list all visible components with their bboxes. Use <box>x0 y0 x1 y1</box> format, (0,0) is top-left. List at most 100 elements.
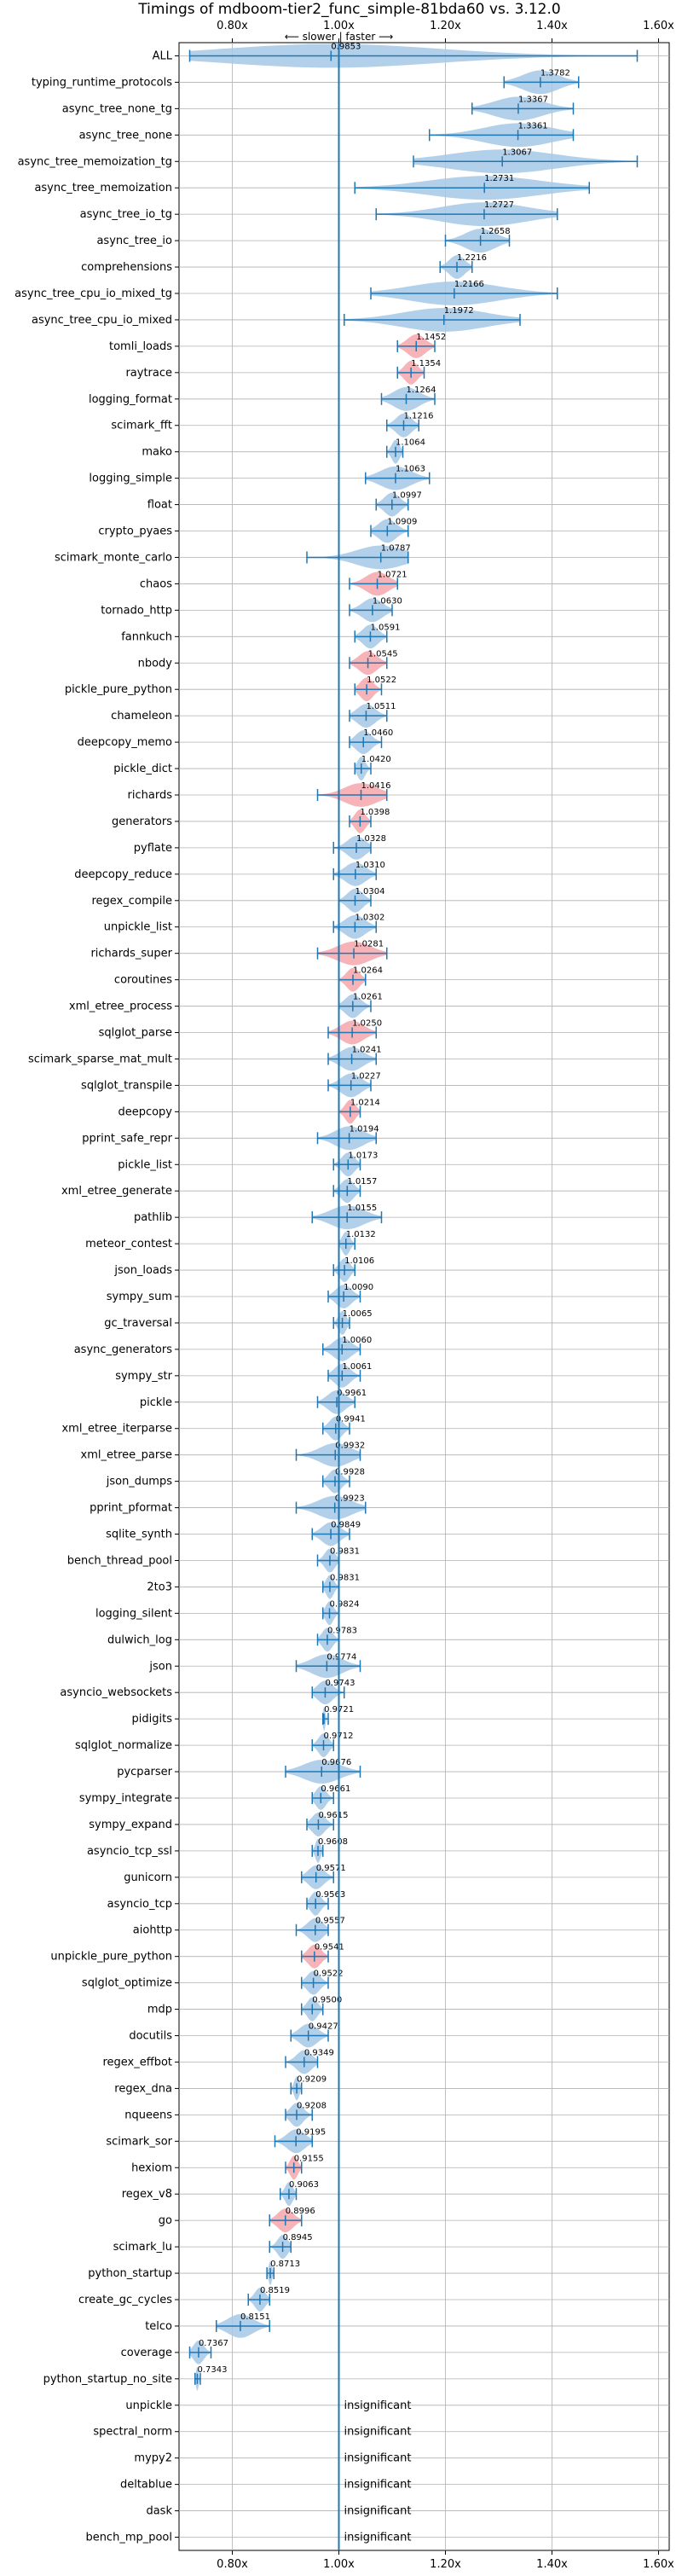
benchmark-label: scimark_lu <box>113 2241 172 2254</box>
benchmark-label: logging_format <box>89 393 172 406</box>
mean-value-label: 0.9928 <box>335 1468 365 1477</box>
benchmark-label: sympy_sum <box>107 1291 172 1303</box>
mean-value-label: 0.9427 <box>309 2022 338 2032</box>
mean-value-label: 1.0250 <box>352 1019 382 1029</box>
benchmark-label: meteor_contest <box>85 1238 172 1250</box>
mean-value-label: 1.0310 <box>355 861 385 870</box>
benchmark-label: logging_silent <box>95 1607 172 1620</box>
mean-value-label: 1.3782 <box>540 68 570 78</box>
benchmark-label: aiohttp <box>133 1924 172 1937</box>
benchmark-label: hexiom <box>131 2161 172 2174</box>
mean-value-label: 0.8151 <box>240 2312 270 2322</box>
benchmark-label: unpickle_list <box>104 921 172 934</box>
mean-value-label: 0.9155 <box>294 2154 324 2163</box>
mean-value-label: 0.9195 <box>296 2127 326 2137</box>
mean-value-label: 0.9563 <box>315 1890 345 1900</box>
x-tick-label-bottom: 1.60x <box>643 2558 674 2571</box>
benchmark-label: tomli_loads <box>109 340 172 353</box>
mean-value-label: 1.0157 <box>347 1177 377 1186</box>
benchmark-label: scimark_monte_carlo <box>55 551 172 564</box>
x-tick-label-top: 1.60x <box>643 20 674 32</box>
mean-value-label: 1.0591 <box>370 623 400 632</box>
benchmark-label: mypy2 <box>134 2452 172 2465</box>
benchmark-label: json_loads <box>113 1264 172 1277</box>
x-tick-label-bottom: 1.00x <box>323 2558 355 2571</box>
mean-value-label: 0.9853 <box>331 42 361 51</box>
benchmark-label: async_tree_cpu_io_mixed_tg <box>14 287 172 300</box>
insignificant-label: insignificant <box>344 2426 412 2439</box>
benchmark-label: bench_thread_pool <box>67 1554 172 1567</box>
benchmark-label: async_tree_io_tg <box>80 208 172 221</box>
benchmark-label: docutils <box>129 2030 172 2043</box>
mean-value-label: 1.2166 <box>454 280 484 289</box>
benchmark-label: tornado_http <box>101 604 172 617</box>
benchmark-label: asyncio_tcp <box>107 1898 172 1911</box>
benchmark-label: pathlib <box>134 1211 172 1224</box>
benchmark-label: coverage <box>121 2347 172 2359</box>
benchmark-label: async_tree_cpu_io_mixed <box>32 314 172 327</box>
mean-value-label: 1.1452 <box>416 333 446 342</box>
mean-value-label: 0.9571 <box>316 1864 346 1873</box>
mean-value-label: 0.9961 <box>337 1389 367 1398</box>
benchmark-label: pycparser <box>117 1766 172 1778</box>
mean-value-label: 0.9941 <box>336 1415 366 1424</box>
benchmark-label: json <box>148 1660 172 1673</box>
plot-area: ALL typing_runtime_protocols async_tree_no… <box>14 20 674 2571</box>
benchmark-label: scimark_fft <box>111 420 172 432</box>
mean-value-label: 0.9743 <box>325 1679 355 1688</box>
mean-value-label: 0.9500 <box>312 1996 342 2005</box>
benchmark-label: scimark_sor <box>106 2135 172 2148</box>
mean-value-label: 1.3361 <box>518 121 548 131</box>
benchmark-label: ALL <box>153 49 173 62</box>
mean-value-label: 1.0065 <box>343 1309 373 1319</box>
benchmark-label: regex_effbot <box>102 2056 172 2068</box>
mean-value-label: 0.9541 <box>315 1943 344 1952</box>
benchmark-label: nqueens <box>124 2109 172 2121</box>
mean-value-label: 1.0909 <box>387 518 417 527</box>
mean-value-label: 1.0416 <box>361 781 391 791</box>
benchmark-label: regex_dna <box>114 2082 172 2095</box>
benchmark-label: coroutines <box>114 974 172 987</box>
benchmark-label: async_tree_memoization_tg <box>18 155 172 168</box>
mean-value-label: 1.0090 <box>344 1283 373 1292</box>
benchmark-label: asyncio_websockets <box>60 1686 172 1699</box>
x-tick-label-bottom: 1.40x <box>536 2558 568 2571</box>
mean-value-label: 0.9831 <box>330 1546 360 1556</box>
benchmark-label: comprehensions <box>81 261 172 274</box>
benchmark-label: logging_simple <box>89 473 172 485</box>
mean-value-label: 1.3367 <box>518 95 548 104</box>
mean-value-label: 0.9932 <box>335 1442 365 1451</box>
benchmark-label: regex_v8 <box>122 2188 172 2201</box>
mean-value-label: 1.0420 <box>361 755 391 764</box>
benchmark-label: spectral_norm <box>93 2426 172 2439</box>
mean-value-label: 1.0106 <box>344 1256 374 1266</box>
mean-value-label: 0.9608 <box>318 1837 348 1847</box>
benchmark-label: gunicorn <box>124 1871 172 1884</box>
benchmark-label: xml_etree_generate <box>61 1185 172 1198</box>
chart-title: Timings of mdboom-tier2_func_simple-81bd… <box>137 1 560 18</box>
benchmark-label: async_generators <box>74 1343 173 1356</box>
benchmark-label: pickle <box>140 1396 172 1409</box>
benchmark-label: float <box>147 499 172 512</box>
mean-value-label: 1.0241 <box>352 1045 382 1054</box>
mean-value-label: 1.0460 <box>363 728 393 738</box>
mean-value-label: 0.7367 <box>199 2339 228 2348</box>
x-tick-label-bottom: 1.20x <box>430 2558 461 2571</box>
mean-value-label: 0.9063 <box>289 2180 319 2190</box>
mean-value-label: 1.1064 <box>396 438 425 448</box>
benchmark-label: chaos <box>140 577 172 590</box>
benchmark-label: regex_compile <box>91 895 172 908</box>
benchmark-label: sympy_expand <box>89 1819 172 1831</box>
mean-value-label: 1.0997 <box>392 491 422 501</box>
x-tick-label-top: 0.80x <box>217 20 248 32</box>
mean-value-label: 0.9208 <box>297 2101 327 2110</box>
mean-value-label: 1.0398 <box>360 808 390 817</box>
mean-value-label: 1.0173 <box>348 1151 378 1160</box>
mean-value-label: 1.0787 <box>381 543 411 553</box>
benchmark-label: asyncio_tcp_ssl <box>87 1845 172 1858</box>
benchmark-label: sqlglot_parse <box>99 1027 172 1040</box>
mean-value-label: 0.9849 <box>331 1521 361 1530</box>
benchmark-label: deepcopy_reduce <box>74 868 172 881</box>
benchmark-label: pickle_list <box>118 1158 172 1171</box>
